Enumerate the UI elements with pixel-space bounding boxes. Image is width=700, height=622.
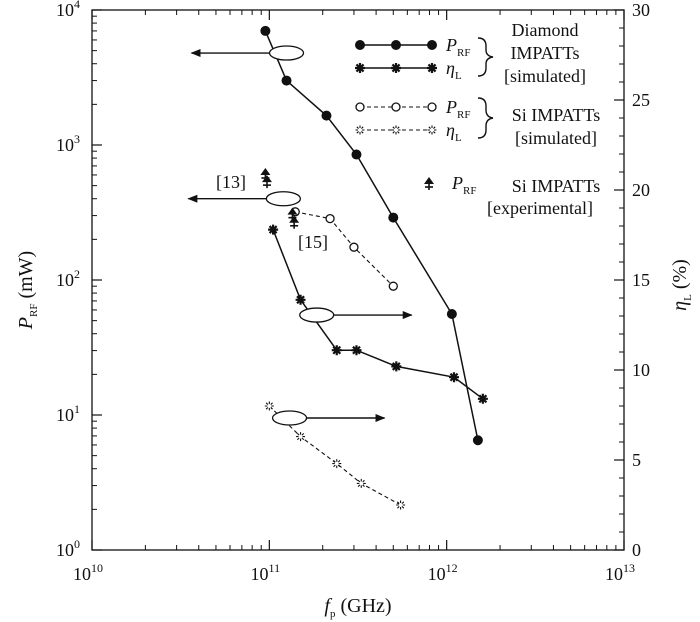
legend-group-diamond-line3: [simulated]: [504, 66, 586, 86]
legend-swatch-marker: [391, 63, 401, 73]
axis-indicator-ellipse: [268, 45, 305, 61]
series-2-point: [477, 393, 488, 404]
series-3-line: [295, 211, 394, 287]
annotation-ref13: [13]: [216, 172, 246, 192]
legend-label: ηL: [446, 58, 462, 82]
series-2-point: [295, 294, 306, 305]
legend-swatch-marker: [427, 102, 437, 112]
left-tick-label: 100: [56, 537, 80, 560]
axis-indicators: [187, 45, 413, 426]
series-3-point: [325, 213, 335, 224]
series-4-point-hole: [298, 434, 303, 439]
left-tick-label: 104: [56, 0, 80, 20]
series-1-point: [281, 75, 292, 86]
legend-swatch-marker: [427, 40, 437, 50]
series-1-point: [351, 149, 362, 160]
series-4-line: [268, 405, 401, 506]
legend-swatch-marker: [391, 125, 401, 135]
x-tick-label: 1012: [428, 561, 458, 584]
series-4-point: [264, 401, 274, 411]
plot-frame: [91, 9, 625, 551]
x-tick-label: 1011: [251, 561, 281, 584]
annotation-ref15: [15]: [298, 232, 328, 252]
series-1-point: [472, 435, 483, 446]
series-2-point: [351, 345, 362, 356]
right-tick-label: 5: [632, 450, 641, 470]
series-4-point-hole: [359, 481, 364, 486]
legend-swatch-marker-hole: [430, 128, 434, 132]
left-tick-label: 101: [56, 402, 80, 425]
legend-label: ηL: [446, 120, 462, 144]
legend-swatch-marker: [355, 125, 365, 135]
left-tick-label: 103: [56, 132, 80, 155]
left-axis-ticks: 100 101 102 103 104: [56, 0, 102, 560]
series-4-point-hole: [267, 404, 272, 408]
legend-brace-diamond: [477, 37, 494, 77]
legend-label: PRF: [445, 97, 470, 121]
right-tick-label: 25: [632, 90, 650, 110]
legend-group-diamond-line2: IMPATTs: [510, 43, 579, 63]
x-tick-label: 1010: [73, 561, 103, 584]
x-tick-label: 1013: [605, 561, 635, 584]
right-tick-label: 30: [632, 0, 650, 20]
series-2-point: [331, 345, 342, 356]
series-3-point: [388, 281, 398, 291]
x-axis-title: fp (GHz): [324, 595, 391, 620]
right-tick-label: 0: [632, 540, 641, 560]
axis-indicator-ellipse: [299, 307, 335, 323]
legend-label: PRF: [445, 35, 470, 59]
left-tick-label: 102: [56, 267, 80, 290]
series-4-point-hole: [398, 503, 403, 507]
legend-group-diamond-line1: Diamond: [512, 20, 579, 40]
legend-group-sisim-line2: [simulated]: [515, 128, 597, 148]
right-tick-label: 15: [632, 270, 650, 290]
right-tick-label: 20: [632, 180, 650, 200]
legend-swatch-marker-hole: [358, 128, 362, 132]
series-3-point: [349, 242, 359, 252]
legend-swatch-marker: [355, 102, 365, 112]
legend-swatch-marker: [355, 63, 365, 73]
right-axis-ticks: 0 5 10 15 20 25 30: [614, 0, 650, 560]
series-2-point: [391, 361, 402, 372]
series-layer: [260, 25, 488, 510]
legend-swatch-marker: [427, 125, 437, 135]
legend-label: PRF: [451, 173, 476, 197]
series-2-point: [449, 372, 460, 383]
series-4-point: [396, 500, 406, 510]
legend-group-siexp-line1: Si IMPATTs: [512, 176, 601, 196]
series-1-point: [321, 110, 332, 121]
axis-indicator-ellipse: [271, 410, 308, 426]
legend-group-siexp-line2: [experimental]: [487, 198, 593, 218]
series-4-point-hole: [334, 461, 339, 466]
legend-swatch-marker-hole: [394, 128, 398, 132]
legend-brace-sisim: [477, 97, 494, 139]
legend-group-sisim-line1: Si IMPATTs: [512, 105, 601, 125]
series-1-point: [446, 308, 457, 319]
right-axis-title: ηL (%): [669, 259, 694, 311]
series-1-point: [260, 25, 271, 36]
series-4-point: [332, 459, 342, 469]
left-axis-title: PRF (mW): [15, 251, 40, 330]
axis-indicator-ellipse: [265, 191, 302, 207]
right-tick-label: 10: [632, 360, 650, 380]
legend-swatch-marker: [427, 63, 437, 73]
legend-swatch-marker: [391, 102, 401, 112]
series-2-point: [268, 224, 279, 235]
series-1-point: [388, 212, 399, 223]
legend-swatch-marker: [391, 40, 401, 50]
legend-swatch-marker: [355, 40, 365, 50]
series-4-point: [296, 432, 306, 442]
x-axis-ticks: 1010 1011 1012 1013: [73, 10, 635, 584]
series-4-point: [356, 478, 366, 488]
